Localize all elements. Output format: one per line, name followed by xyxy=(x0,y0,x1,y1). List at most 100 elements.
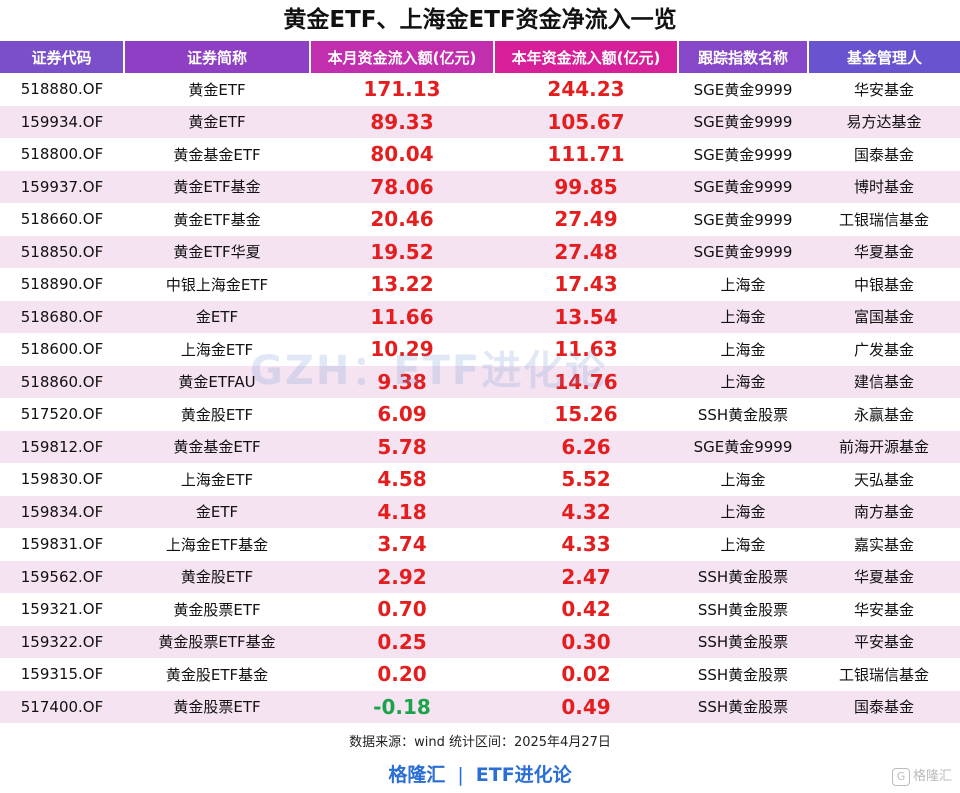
cell-name: 黄金股ETF基金 xyxy=(124,658,310,691)
cell-month-inflow: 5.78 xyxy=(310,430,494,463)
cell-index: 上海金 xyxy=(678,333,808,366)
cell-manager: 华夏基金 xyxy=(808,235,960,268)
cell-month-inflow: 2.92 xyxy=(310,560,494,593)
cell-code: 159322.OF xyxy=(0,625,124,658)
data-source-note: 数据来源：wind 统计区间：2025年4月27日 xyxy=(349,735,611,750)
cell-name: 黄金基金ETF xyxy=(124,430,310,463)
cell-code: 518800.OF xyxy=(0,138,124,171)
cell-code: 159937.OF xyxy=(0,170,124,203)
table-row: 518850.OF 黄金ETF华夏 19.52 27.48 SGE黄金9999 华夏基金 xyxy=(0,235,960,268)
cell-manager: 建信基金 xyxy=(808,365,960,398)
cell-index: SGE黄金9999 xyxy=(678,235,808,268)
cell-month-inflow: 13.22 xyxy=(310,268,494,301)
cell-code: 159812.OF xyxy=(0,430,124,463)
cell-name: 黄金股ETF xyxy=(124,398,310,431)
table-row: 159315.OF 黄金股ETF基金 0.20 0.02 SSH黄金股票 工银瑞信基金 xyxy=(0,658,960,691)
table-row: 518800.OF 黄金基金ETF 80.04 111.71 SGE黄金9999 国泰基金 xyxy=(0,138,960,171)
cell-year-inflow: 27.48 xyxy=(494,235,678,268)
cell-month-inflow: 3.74 xyxy=(310,528,494,561)
cell-year-inflow: 0.42 xyxy=(494,593,678,626)
cell-month-inflow: 78.06 xyxy=(310,170,494,203)
cell-code: 517400.OF xyxy=(0,690,124,723)
cell-manager: 平安基金 xyxy=(808,625,960,658)
cell-year-inflow: 244.23 xyxy=(494,73,678,106)
table-row: 517400.OF 黄金股票ETF -0.18 0.49 SSH黄金股票 国泰基金 xyxy=(0,690,960,723)
cell-manager: 国泰基金 xyxy=(808,138,960,171)
cell-year-inflow: 11.63 xyxy=(494,333,678,366)
cell-month-inflow: 80.04 xyxy=(310,138,494,171)
cell-manager: 广发基金 xyxy=(808,333,960,366)
cell-name: 黄金股ETF xyxy=(124,560,310,593)
cell-month-inflow: 0.20 xyxy=(310,658,494,691)
cell-code: 518660.OF xyxy=(0,203,124,236)
cell-name: 上海金ETF xyxy=(124,333,310,366)
cell-index: SSH黄金股票 xyxy=(678,625,808,658)
table-row: 159934.OF 黄金ETF 89.33 105.67 SGE黄金9999 易方达基金 xyxy=(0,105,960,138)
column-header-manager: 基金管理人 xyxy=(808,41,960,73)
cell-year-inflow: 6.26 xyxy=(494,430,678,463)
cell-code: 518850.OF xyxy=(0,235,124,268)
column-header-name: 证券简称 xyxy=(124,41,311,73)
cell-month-inflow: 0.70 xyxy=(310,593,494,626)
cell-index: 上海金 xyxy=(678,300,808,333)
table-row: 159830.OF 上海金ETF 4.58 5.52 上海金 天弘基金 xyxy=(0,463,960,496)
cell-manager: 南方基金 xyxy=(808,495,960,528)
cell-index: 上海金 xyxy=(678,528,808,561)
cell-manager: 嘉实基金 xyxy=(808,528,960,561)
cell-month-inflow: 10.29 xyxy=(310,333,494,366)
cell-month-inflow: -0.18 xyxy=(310,690,494,723)
table-row: 518600.OF 上海金ETF 10.29 11.63 上海金 广发基金 xyxy=(0,333,960,366)
table-row: 159937.OF 黄金ETF基金 78.06 99.85 SGE黄金9999 博时基金 xyxy=(0,170,960,203)
cell-name: 黄金股票ETF基金 xyxy=(124,625,310,658)
table-row: 518680.OF 金ETF 11.66 13.54 上海金 富国基金 xyxy=(0,300,960,333)
cell-manager: 中银基金 xyxy=(808,268,960,301)
cell-index: SSH黄金股票 xyxy=(678,593,808,626)
cell-name: 黄金基金ETF xyxy=(124,138,310,171)
footer-brand: 格隆汇 | ETF进化论 xyxy=(0,760,960,790)
brand-logo-icon: G xyxy=(891,767,910,786)
corner-logo-text: 格隆汇 xyxy=(912,769,952,784)
cell-code: 159830.OF xyxy=(0,463,124,496)
cell-index: SGE黄金9999 xyxy=(678,430,808,463)
cell-index: 上海金 xyxy=(678,365,808,398)
table-row: 518860.OF 黄金ETFAU 9.38 14.76 上海金 建信基金 xyxy=(0,365,960,398)
cell-code: 159834.OF xyxy=(0,495,124,528)
cell-month-inflow: 171.13 xyxy=(310,73,494,106)
cell-year-inflow: 99.85 xyxy=(494,170,678,203)
cell-year-inflow: 5.52 xyxy=(494,463,678,496)
cell-index: SSH黄金股票 xyxy=(678,398,808,431)
cell-name: 黄金股票ETF xyxy=(124,690,310,723)
footer-brand-right: ETF进化论 xyxy=(475,764,572,786)
cell-year-inflow: 0.02 xyxy=(494,658,678,691)
cell-month-inflow: 6.09 xyxy=(310,398,494,431)
cell-name: 金ETF xyxy=(124,300,310,333)
cell-month-inflow: 0.25 xyxy=(310,625,494,658)
cell-index: 上海金 xyxy=(678,495,808,528)
cell-name: 黄金ETFAU xyxy=(124,365,310,398)
cell-month-inflow: 11.66 xyxy=(310,300,494,333)
cell-code: 518890.OF xyxy=(0,268,124,301)
table-row: 159812.OF 黄金基金ETF 5.78 6.26 SGE黄金9999 前海开源基金 xyxy=(0,430,960,463)
cell-manager: 国泰基金 xyxy=(808,690,960,723)
table-row: 159834.OF 金ETF 4.18 4.32 上海金 南方基金 xyxy=(0,495,960,528)
cell-month-inflow: 19.52 xyxy=(310,235,494,268)
footer-brand-left: 格隆汇 xyxy=(388,764,446,786)
cell-code: 159934.OF xyxy=(0,105,124,138)
cell-code: 518860.OF xyxy=(0,365,124,398)
cell-year-inflow: 105.67 xyxy=(494,105,678,138)
cell-manager: 永赢基金 xyxy=(808,398,960,431)
cell-year-inflow: 4.32 xyxy=(494,495,678,528)
footer-separator: | xyxy=(457,764,464,786)
cell-name: 黄金ETF华夏 xyxy=(124,235,310,268)
cell-index: SSH黄金股票 xyxy=(678,658,808,691)
cell-name: 上海金ETF xyxy=(124,463,310,496)
cell-code: 518600.OF xyxy=(0,333,124,366)
table-row: 159321.OF 黄金股票ETF 0.70 0.42 SSH黄金股票 华安基金 xyxy=(0,593,960,626)
cell-name: 黄金ETF基金 xyxy=(124,203,310,236)
cell-index: SGE黄金9999 xyxy=(678,73,808,106)
column-header-year-inflow: 本年资金流入额(亿元) xyxy=(494,41,679,73)
cell-code: 159562.OF xyxy=(0,560,124,593)
cell-index: SGE黄金9999 xyxy=(678,170,808,203)
cell-month-inflow: 20.46 xyxy=(310,203,494,236)
table-row: 159322.OF 黄金股票ETF基金 0.25 0.30 SSH黄金股票 平安基金 xyxy=(0,625,960,658)
